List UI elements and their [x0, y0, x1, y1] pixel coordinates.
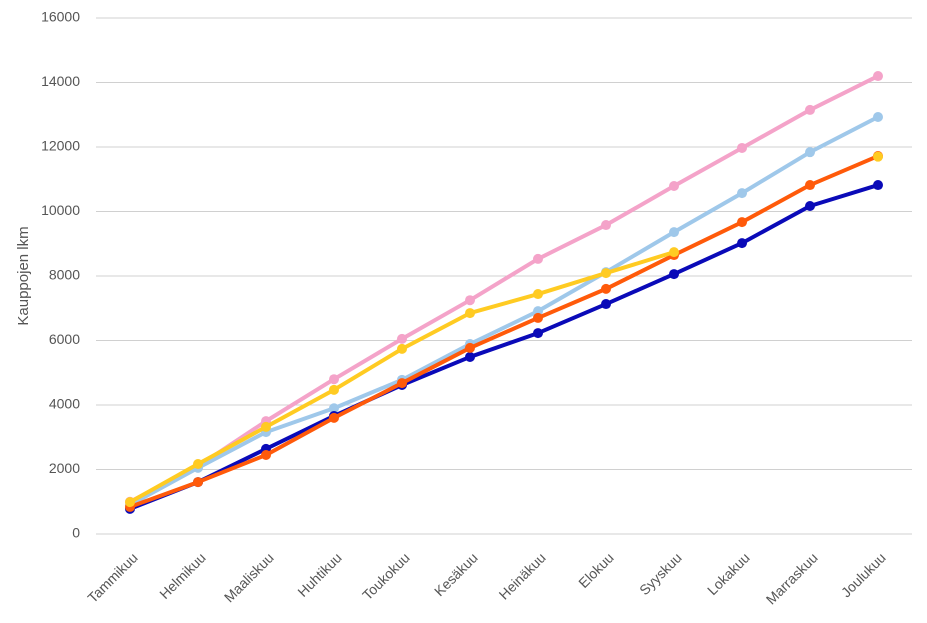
point: [193, 459, 203, 470]
point: [261, 421, 271, 432]
point: [533, 253, 543, 264]
point: [601, 220, 611, 231]
series-line: [129, 74, 879, 504]
point: [533, 312, 543, 323]
point: [397, 378, 407, 389]
point: [805, 104, 815, 115]
series-line: [129, 154, 879, 509]
point: [329, 403, 339, 414]
point: [601, 283, 611, 294]
point: [397, 343, 407, 354]
x-tick-label: Toukokuu: [359, 549, 413, 603]
x-tick-label: Joulukuu: [838, 549, 889, 600]
point: [669, 269, 679, 280]
y-tick-label: 6000: [49, 331, 80, 347]
y-tick-label: 14000: [41, 73, 80, 89]
series-line: [129, 115, 879, 507]
point: [465, 295, 475, 306]
y-tick-label: 4000: [49, 396, 80, 412]
point: [601, 268, 611, 279]
point: [805, 147, 815, 158]
x-tick-label: Heinäkuu: [496, 549, 549, 602]
point: [737, 238, 747, 249]
y-tick-label: 16000: [41, 9, 80, 25]
point: [669, 247, 679, 258]
point: [873, 112, 883, 123]
y-tick-label: 12000: [41, 138, 80, 154]
x-tick-label: Tammikuu: [84, 549, 140, 605]
y-tick-label: 10000: [41, 202, 80, 218]
point: [465, 342, 475, 353]
x-tick-label: Huhtikuu: [294, 549, 344, 599]
point: [873, 71, 883, 82]
point: [193, 477, 203, 488]
x-tick-label: Marraskuu: [763, 549, 821, 607]
point: [329, 412, 339, 423]
x-tick-label: Lokakuu: [704, 549, 753, 598]
x-tick-label: Kesäkuu: [431, 549, 481, 599]
point: [261, 449, 271, 460]
y-axis-title: Kauppojen lkm: [15, 226, 32, 325]
point: [805, 201, 815, 212]
point: [533, 328, 543, 339]
point: [125, 497, 135, 508]
point: [873, 180, 883, 191]
x-tick-label: Syyskuu: [636, 549, 685, 598]
y-tick-label: 8000: [49, 267, 80, 283]
point: [805, 180, 815, 191]
point: [601, 299, 611, 310]
point: [329, 374, 339, 385]
point: [397, 333, 407, 344]
point: [669, 227, 679, 238]
point: [669, 181, 679, 192]
y-tick-label: 0: [72, 525, 80, 541]
point: [465, 351, 475, 362]
point: [737, 188, 747, 199]
point: [465, 308, 475, 319]
point: [737, 217, 747, 228]
x-tick-label: Maaliskuu: [221, 549, 277, 605]
point: [533, 289, 543, 300]
series-line: [129, 183, 879, 511]
point: [329, 384, 339, 395]
x-tick-label: Helmikuu: [156, 549, 209, 602]
point: [737, 142, 747, 153]
y-tick-label: 2000: [49, 460, 80, 476]
point: [873, 151, 883, 162]
x-tick-label: Elokuu: [575, 549, 617, 591]
